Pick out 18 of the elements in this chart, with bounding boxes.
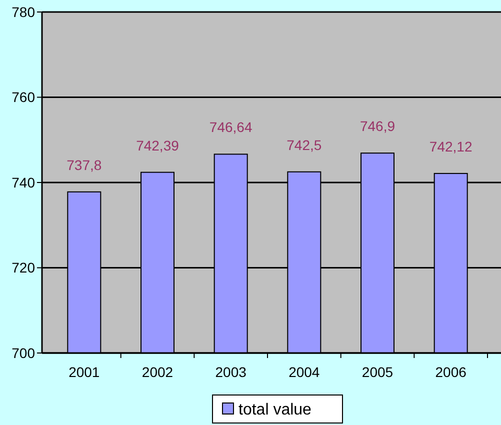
- x-tick-label: 2001: [68, 364, 100, 380]
- data-label: 746,9: [360, 118, 396, 134]
- y-tick-label: 700: [12, 344, 36, 361]
- data-label: 737,8: [66, 156, 102, 173]
- x-tick-label: 2005: [362, 364, 394, 380]
- data-label: 742,5: [286, 136, 322, 153]
- x-tick-label: 2006: [435, 364, 467, 380]
- x-tick-label: 2002: [142, 364, 174, 380]
- data-label: 742,39: [136, 137, 180, 154]
- legend-label: total value: [238, 402, 312, 419]
- y-tick-label: 760: [12, 89, 36, 106]
- data-label: 746,64: [209, 119, 252, 136]
- data-label: 742,12: [429, 138, 472, 154]
- y-tick-label: 720: [12, 260, 36, 276]
- x-tick-label: 2004: [288, 364, 320, 380]
- y-tick-label: 780: [12, 4, 36, 20]
- y-tick-label: 740: [12, 174, 36, 190]
- x-tick-label: 2003: [215, 364, 247, 380]
